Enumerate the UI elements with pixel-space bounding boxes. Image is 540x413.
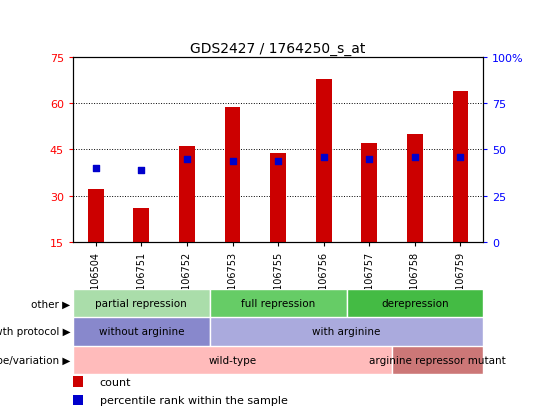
Bar: [73, 290, 210, 318]
Bar: [179, 147, 195, 242]
Text: derepression: derepression: [381, 299, 449, 309]
Text: wild-type: wild-type: [208, 355, 256, 365]
Bar: [73, 346, 392, 374]
Point: [183, 156, 191, 163]
Text: arginine repressor mutant: arginine repressor mutant: [369, 355, 506, 365]
Point: [456, 154, 465, 161]
Bar: [210, 290, 347, 318]
Point: [274, 158, 282, 164]
Bar: [407, 135, 423, 242]
Bar: [270, 153, 286, 242]
Bar: [73, 318, 210, 346]
Point: [228, 158, 237, 164]
Point: [319, 154, 328, 161]
Bar: [87, 190, 104, 242]
Point: [91, 165, 100, 172]
Text: without arginine: without arginine: [99, 327, 184, 337]
Bar: [453, 92, 469, 242]
Bar: [361, 144, 377, 242]
Bar: [210, 318, 483, 346]
Text: count: count: [99, 377, 131, 387]
Point: [365, 156, 374, 163]
Text: partial repression: partial repression: [96, 299, 187, 309]
Text: growth protocol ▶: growth protocol ▶: [0, 327, 70, 337]
Bar: [73, 377, 83, 387]
Text: other ▶: other ▶: [31, 299, 70, 309]
Bar: [225, 107, 240, 242]
Text: percentile rank within the sample: percentile rank within the sample: [99, 395, 287, 405]
Text: with arginine: with arginine: [312, 327, 381, 337]
Text: full repression: full repression: [241, 299, 315, 309]
Title: GDS2427 / 1764250_s_at: GDS2427 / 1764250_s_at: [191, 42, 366, 56]
Point: [137, 167, 146, 173]
Bar: [316, 80, 332, 242]
Bar: [392, 346, 483, 374]
Bar: [347, 290, 483, 318]
Bar: [73, 395, 83, 406]
Text: genotype/variation ▶: genotype/variation ▶: [0, 355, 70, 365]
Bar: [133, 208, 149, 242]
Point: [410, 154, 419, 161]
